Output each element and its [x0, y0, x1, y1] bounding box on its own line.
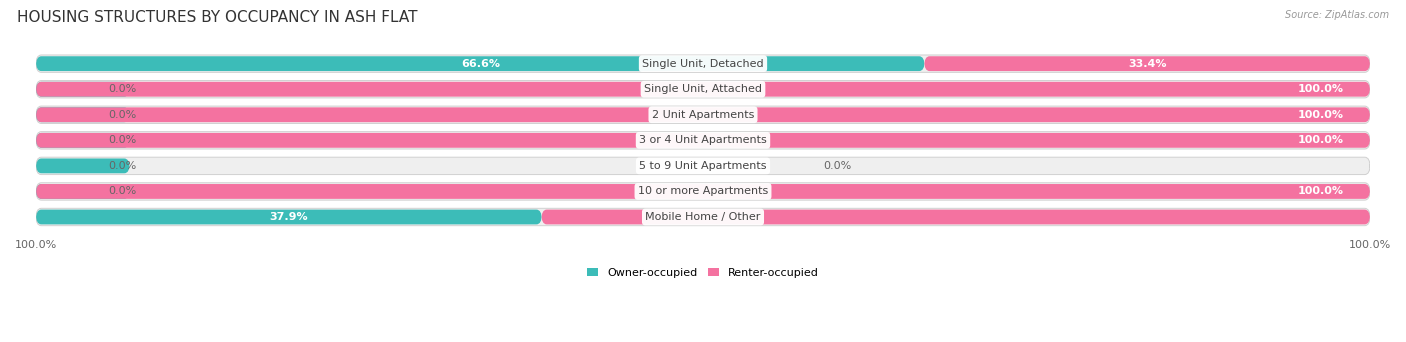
- Text: Mobile Home / Other: Mobile Home / Other: [645, 212, 761, 222]
- Text: Source: ZipAtlas.com: Source: ZipAtlas.com: [1285, 10, 1389, 20]
- FancyBboxPatch shape: [37, 80, 1369, 98]
- FancyBboxPatch shape: [37, 82, 1369, 97]
- Text: 0.0%: 0.0%: [108, 110, 136, 120]
- Text: 33.4%: 33.4%: [1128, 59, 1167, 69]
- FancyBboxPatch shape: [541, 210, 1369, 224]
- FancyBboxPatch shape: [37, 56, 925, 71]
- Text: 66.6%: 66.6%: [461, 59, 499, 69]
- Text: 0.0%: 0.0%: [823, 161, 851, 171]
- Text: 100.0%: 100.0%: [1298, 186, 1343, 196]
- Text: 0.0%: 0.0%: [108, 186, 136, 196]
- FancyBboxPatch shape: [37, 210, 541, 224]
- Text: HOUSING STRUCTURES BY OCCUPANCY IN ASH FLAT: HOUSING STRUCTURES BY OCCUPANCY IN ASH F…: [17, 10, 418, 25]
- Text: 0.0%: 0.0%: [108, 161, 136, 171]
- Text: 100.0%: 100.0%: [1298, 110, 1343, 120]
- FancyBboxPatch shape: [37, 133, 1369, 148]
- Legend: Owner-occupied, Renter-occupied: Owner-occupied, Renter-occupied: [582, 263, 824, 282]
- Text: Single Unit, Detached: Single Unit, Detached: [643, 59, 763, 69]
- Text: 3 or 4 Unit Apartments: 3 or 4 Unit Apartments: [640, 135, 766, 145]
- Text: 10 or more Apartments: 10 or more Apartments: [638, 186, 768, 196]
- Text: Single Unit, Attached: Single Unit, Attached: [644, 84, 762, 94]
- FancyBboxPatch shape: [37, 82, 129, 97]
- FancyBboxPatch shape: [37, 183, 1369, 200]
- Text: 37.9%: 37.9%: [270, 212, 308, 222]
- FancyBboxPatch shape: [37, 132, 1369, 149]
- Text: 0.0%: 0.0%: [108, 135, 136, 145]
- FancyBboxPatch shape: [37, 184, 1369, 199]
- FancyBboxPatch shape: [37, 157, 1369, 174]
- Text: 100.0%: 100.0%: [1298, 84, 1343, 94]
- FancyBboxPatch shape: [37, 107, 1369, 122]
- FancyBboxPatch shape: [37, 208, 1369, 226]
- Text: 5 to 9 Unit Apartments: 5 to 9 Unit Apartments: [640, 161, 766, 171]
- FancyBboxPatch shape: [37, 55, 1369, 73]
- Text: 100.0%: 100.0%: [1298, 135, 1343, 145]
- FancyBboxPatch shape: [37, 184, 129, 199]
- FancyBboxPatch shape: [37, 133, 129, 148]
- FancyBboxPatch shape: [37, 106, 1369, 123]
- FancyBboxPatch shape: [37, 107, 129, 122]
- Text: 0.0%: 0.0%: [108, 84, 136, 94]
- FancyBboxPatch shape: [924, 56, 1369, 71]
- Text: 2 Unit Apartments: 2 Unit Apartments: [652, 110, 754, 120]
- FancyBboxPatch shape: [37, 158, 129, 173]
